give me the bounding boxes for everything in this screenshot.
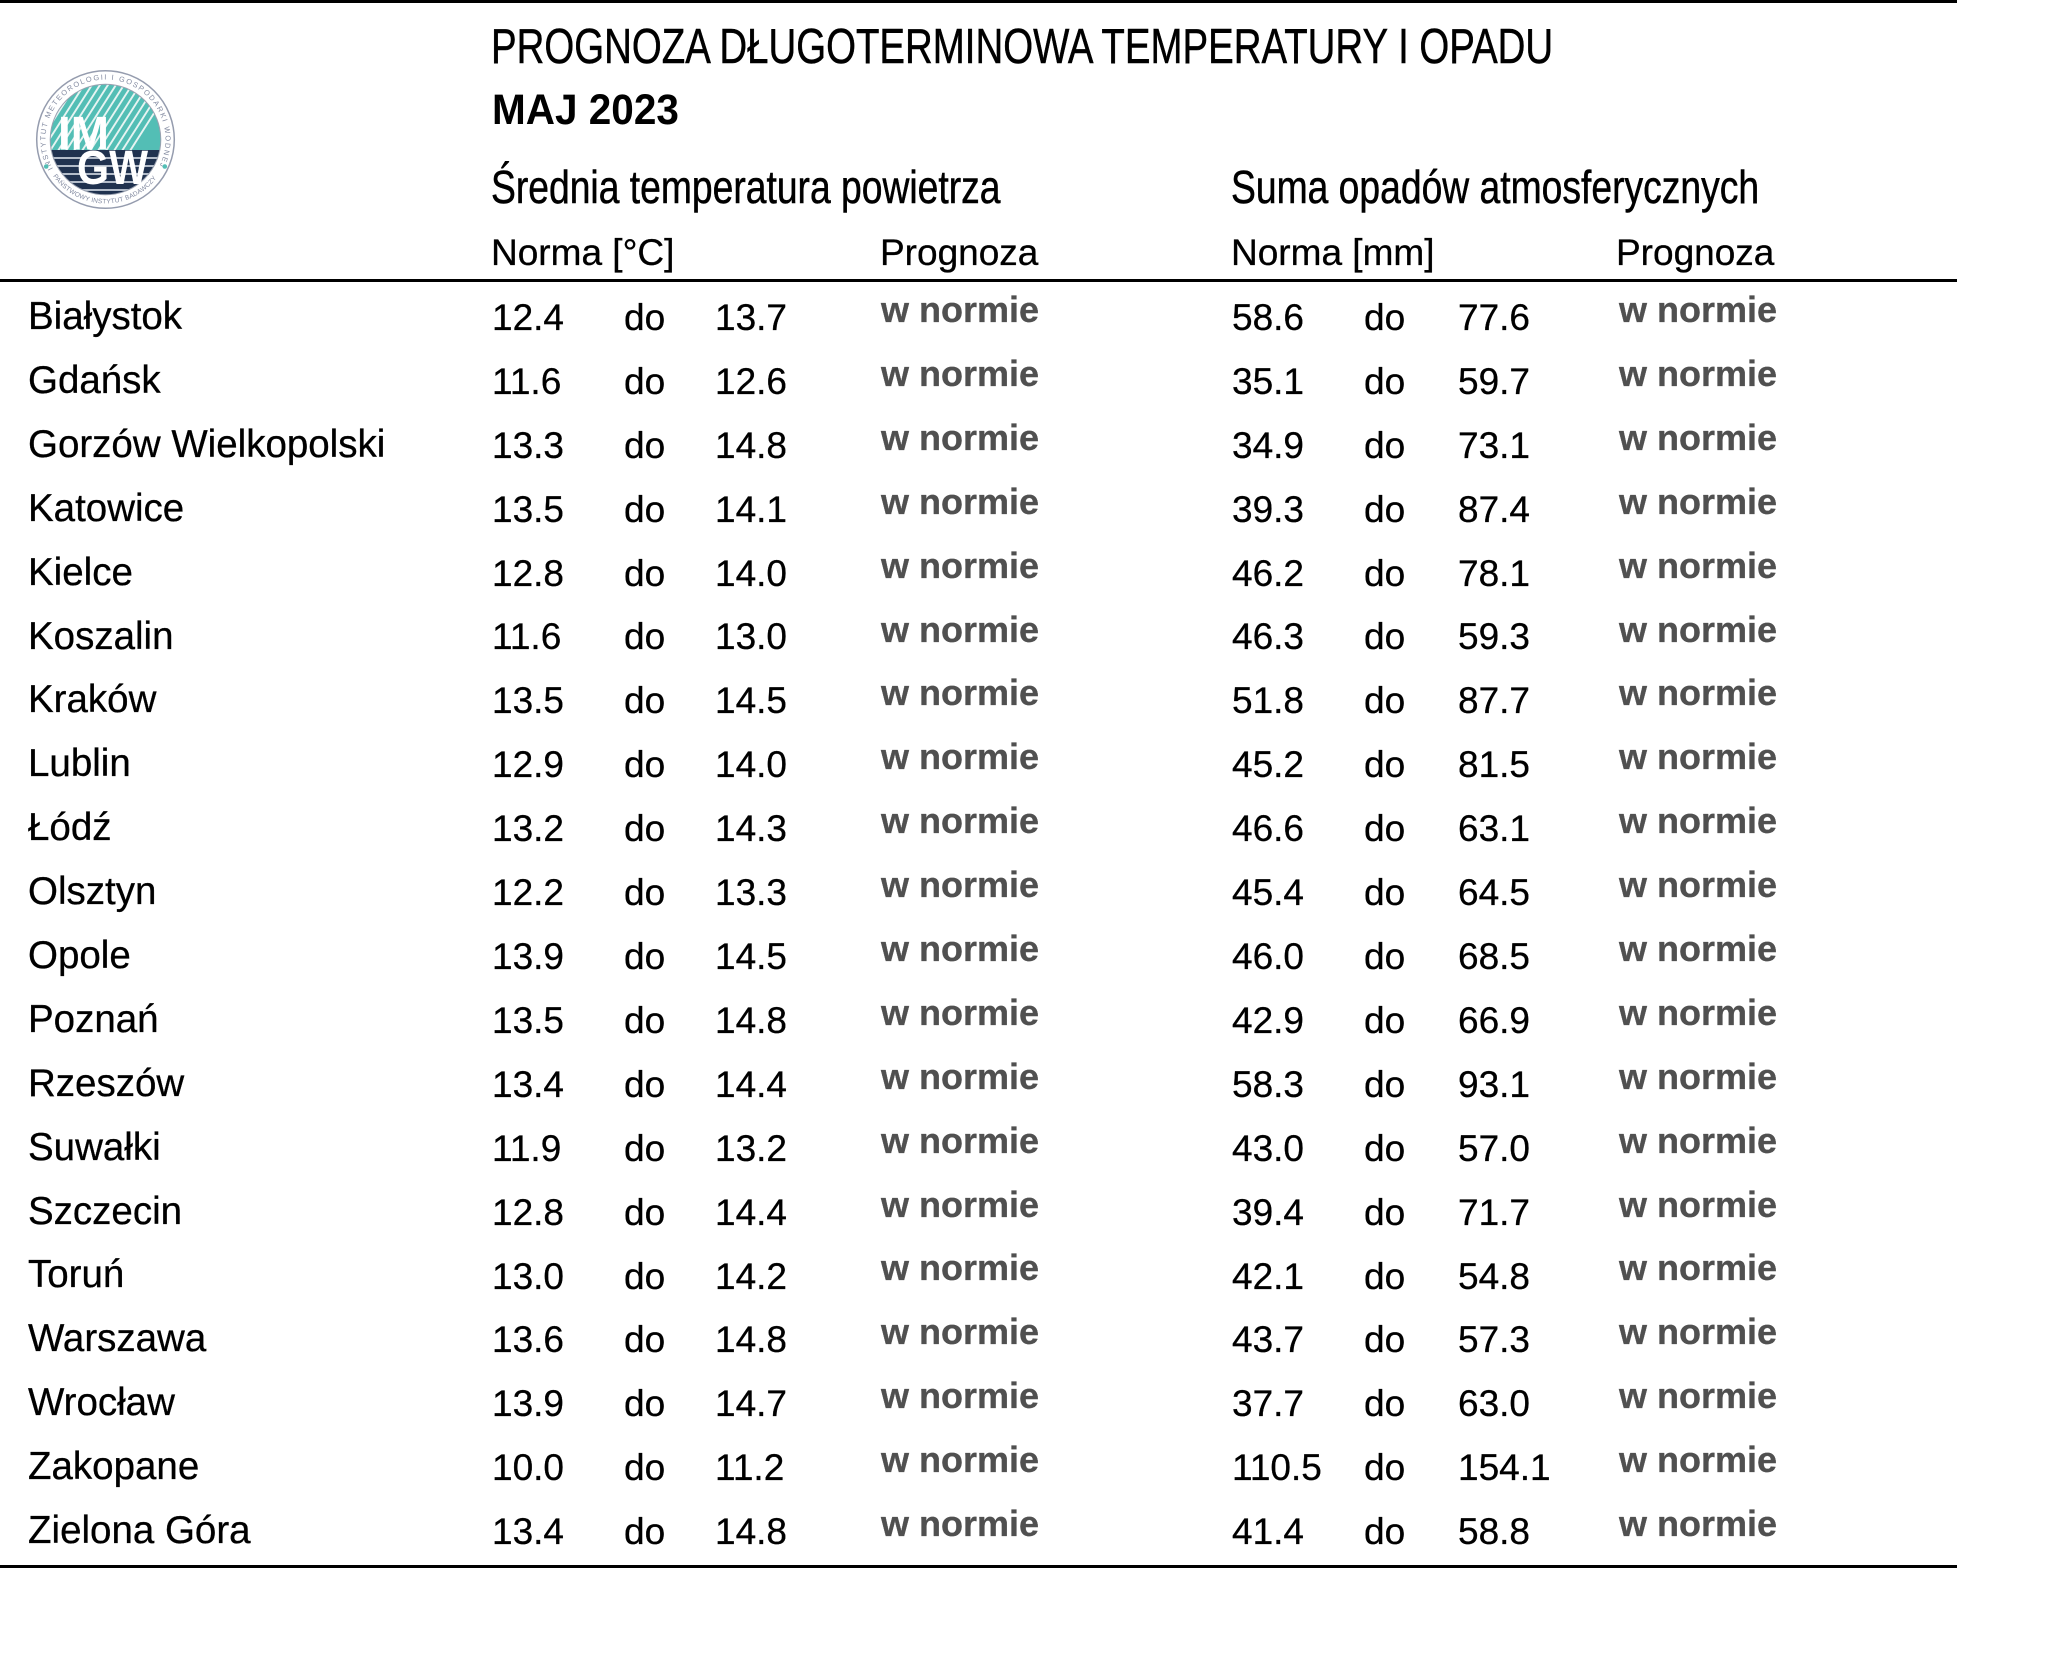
svg-text:GW: GW (77, 142, 149, 195)
svg-text:IM: IM (58, 106, 109, 159)
